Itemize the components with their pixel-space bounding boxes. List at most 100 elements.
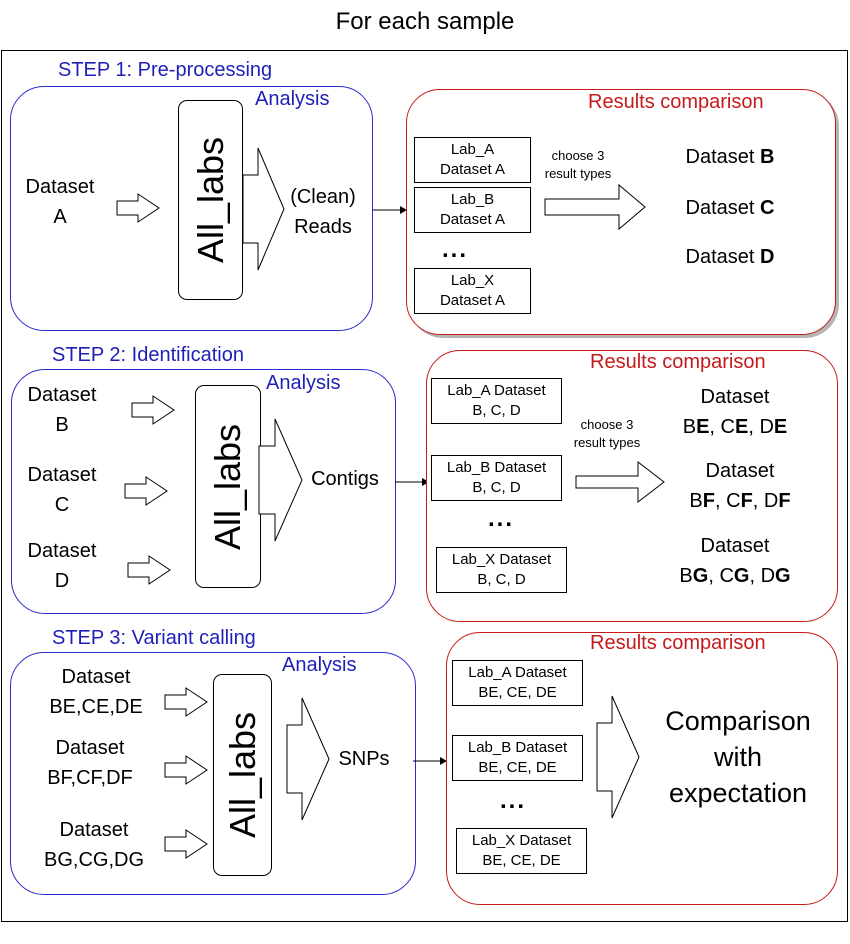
result-plain: Dataset xyxy=(685,197,761,219)
step2-choose-label: choose 3 result types xyxy=(562,416,652,452)
step3-lab-box-x: Lab_X Dataset BE, CE, DE xyxy=(456,828,587,874)
result-line-2: BF, CF, DF xyxy=(665,486,815,516)
step3-lab-box-a: Lab_A Dataset BE, CE, DE xyxy=(452,660,583,706)
step1-result-dataset-d: Dataset D xyxy=(660,242,800,272)
input-line-2: D xyxy=(54,570,70,592)
step2-funnel-arrow xyxy=(258,418,303,542)
result-line-1: Dataset xyxy=(705,460,775,482)
result-plain: Dataset xyxy=(685,246,761,268)
input-line-2: A xyxy=(53,206,67,228)
step2-input-dataset-d: Dataset D xyxy=(16,536,108,596)
choose-line-1: choose 3 xyxy=(580,417,634,432)
choose-line-1: choose 3 xyxy=(551,148,605,163)
step2-input-arrow-d xyxy=(127,555,171,585)
step1-lab-box-b: Lab_B Dataset A xyxy=(414,187,531,233)
separator: , xyxy=(749,565,761,587)
step1-all-labs-box: All_labs xyxy=(178,100,243,300)
step3-input-dataset-f: Dataset BF,CF,DF xyxy=(22,733,158,793)
step2-input-arrow-b xyxy=(131,395,175,425)
lab-box-line-1: Lab_X Dataset xyxy=(451,551,552,568)
step1-ellipsis: ... xyxy=(442,236,469,263)
all-labs-label: All_labs xyxy=(207,423,248,550)
choose-line-2: result types xyxy=(573,435,641,450)
input-line-2: BE,CE,DE xyxy=(49,696,143,718)
result-plain: D xyxy=(763,490,779,512)
step1-choose-arrow xyxy=(544,183,646,231)
result-bold: C xyxy=(760,197,775,219)
result-plain: B xyxy=(689,490,703,512)
step3-analysis-label: Analysis xyxy=(282,654,357,676)
step3-comparison-with-expectation: Comparison with expectation xyxy=(648,703,828,811)
step2-connector-arrow xyxy=(395,478,429,486)
result-plain: Dataset xyxy=(685,146,761,168)
lab-box-line-2: B, C, D xyxy=(477,571,526,588)
step1-connector-arrow xyxy=(373,206,407,214)
step2-ellipsis: ... xyxy=(488,505,515,532)
result-bold: F xyxy=(778,490,791,512)
comparison-line-3: expectation xyxy=(668,778,808,808)
step2-result-e: Dataset BE, CE, DE xyxy=(660,382,810,442)
result-plain: D xyxy=(759,416,774,438)
step2-input-dataset-c: Dataset C xyxy=(16,460,108,520)
step1-output-reads: (Clean) Reads xyxy=(278,182,368,242)
step2-result-g: Dataset BG, CG, DG xyxy=(660,531,810,591)
result-bold: B xyxy=(760,146,775,168)
step3-input-arrow-f xyxy=(164,755,208,785)
output-line-1: (Clean) xyxy=(290,186,356,208)
lab-box-line-2: Dataset A xyxy=(439,292,506,309)
output-line-1: Contigs xyxy=(311,468,379,490)
step2-all-labs-box: All_labs xyxy=(195,385,261,588)
step2-choose-arrow xyxy=(575,460,665,504)
lab-box-line-1: Lab_X xyxy=(450,272,495,289)
result-line-2: BE, CE, DE xyxy=(660,412,810,442)
step2-title: STEP 2: Identification xyxy=(52,344,244,366)
step1-input-arrow xyxy=(116,193,160,223)
input-line-1: Dataset xyxy=(27,540,97,562)
step3-all-labs-box: All_labs xyxy=(213,674,272,876)
lab-box-line-1: Lab_B Dataset xyxy=(467,739,568,756)
step1-lab-box-a: Lab_A Dataset A xyxy=(414,137,531,183)
result-line-2: BG, CG, DG xyxy=(660,561,810,591)
step1-funnel-arrow xyxy=(242,147,285,271)
input-line-1: Dataset xyxy=(61,666,131,688)
output-line-2: Reads xyxy=(294,216,352,238)
input-line-1: Dataset xyxy=(55,737,125,759)
step2-results-label: Results comparison xyxy=(590,351,766,373)
step1-analysis-label: Analysis xyxy=(255,88,330,110)
input-line-2: BG,CG,DG xyxy=(43,849,144,871)
comparison-line-2: with xyxy=(713,742,762,772)
step1-title: STEP 1: Pre-processing xyxy=(58,59,273,81)
separator: , xyxy=(748,416,760,438)
all-labs-label: All_labs xyxy=(189,136,231,264)
step2-input-dataset-b: Dataset B xyxy=(16,380,108,440)
lab-box-line-1: Lab_B xyxy=(450,191,495,208)
input-line-1: Dataset xyxy=(27,384,97,406)
result-plain: C xyxy=(719,565,734,587)
step2-lab-box-x: Lab_X Dataset B, C, D xyxy=(436,547,567,593)
step2-result-f: Dataset BF, CF, DF xyxy=(665,456,815,516)
separator: , xyxy=(708,565,720,587)
step3-funnel-arrow xyxy=(286,697,330,821)
result-plain: C xyxy=(720,416,735,438)
lab-box-line-2: BE, CE, DE xyxy=(482,852,561,869)
diagram-title: For each sample xyxy=(335,8,515,35)
step3-input-dataset-e: Dataset BE,CE,DE xyxy=(28,662,164,722)
result-plain: D xyxy=(760,565,776,587)
result-bold: E xyxy=(696,416,710,438)
output-line-1: SNPs xyxy=(338,748,390,770)
step1-result-dataset-b: Dataset B xyxy=(660,142,800,172)
step3-input-arrow-e xyxy=(164,687,208,717)
result-line-1: Dataset xyxy=(700,386,770,408)
step3-input-arrow-g xyxy=(164,829,208,859)
step1-choose-label: choose 3 result types xyxy=(533,147,623,183)
result-bold: F xyxy=(740,490,753,512)
result-plain: C xyxy=(726,490,741,512)
lab-box-line-1: Lab_A Dataset xyxy=(447,382,546,399)
lab-box-line-2: Dataset A xyxy=(439,211,506,228)
step3-title: STEP 3: Variant calling xyxy=(52,627,256,649)
result-bold: G xyxy=(733,565,750,587)
separator: , xyxy=(714,490,727,512)
step1-result-dataset-c: Dataset C xyxy=(660,193,800,223)
lab-box-line-1: Lab_A xyxy=(450,141,495,158)
